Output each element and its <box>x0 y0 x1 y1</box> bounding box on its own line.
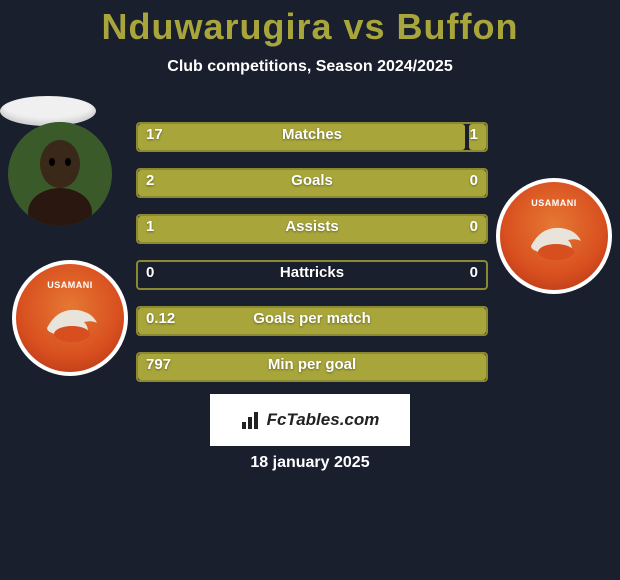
player-right-avatar <box>0 96 96 126</box>
badge-text: USAMANI <box>531 199 577 209</box>
team-badge-left: USAMANI <box>12 260 128 376</box>
stat-row: 10Assists <box>136 214 488 244</box>
stat-row: 171Matches <box>136 122 488 152</box>
player-left-avatar <box>8 122 112 226</box>
stat-label: Hattricks <box>136 264 488 281</box>
stat-label: Goals per match <box>136 310 488 327</box>
footer-brand-text: FcTables.com <box>267 410 380 430</box>
stats-table: 171Matches 20Goals 10Assists 00Hattricks 0.1… <box>136 122 488 398</box>
badge-text: USAMANI <box>47 281 93 291</box>
dolphin-icon <box>526 216 586 266</box>
stat-label: Matches <box>136 126 488 143</box>
page-title: Nduwarugira vs Buffon <box>0 0 620 48</box>
stat-row: 797Min per goal <box>136 352 488 382</box>
footer-brand-badge: FcTables.com <box>210 394 410 446</box>
stat-label: Goals <box>136 172 488 189</box>
stat-label: Assists <box>136 218 488 235</box>
stat-row: 20Goals <box>136 168 488 198</box>
stat-row: 00Hattricks <box>136 260 488 290</box>
team-badge-right: USAMANI <box>496 178 612 294</box>
stat-label: Min per goal <box>136 356 488 373</box>
dolphin-icon <box>42 298 102 348</box>
stat-row: 0.12Goals per match <box>136 306 488 336</box>
bars-icon <box>241 410 263 430</box>
subtitle: Club competitions, Season 2024/2025 <box>0 58 620 76</box>
date-label: 18 january 2025 <box>0 454 620 472</box>
